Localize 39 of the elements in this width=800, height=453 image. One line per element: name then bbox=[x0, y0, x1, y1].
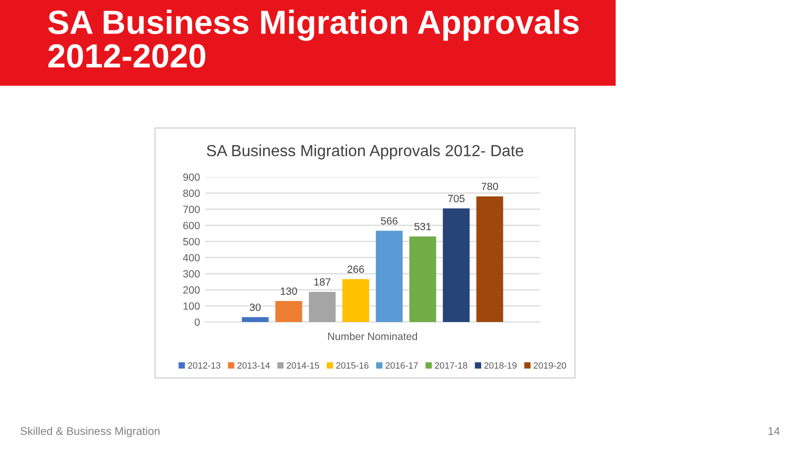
legend-label: 2012-13 bbox=[188, 362, 220, 369]
legend-label: 2015-16 bbox=[336, 362, 368, 369]
chart-title: SA Business Migration Approvals 2012-2020 bbox=[48, 10, 579, 68]
data-label: 566 bbox=[380, 217, 398, 225]
y-tick-label: 0 bbox=[194, 318, 200, 326]
legend-label: 2018-19 bbox=[484, 362, 517, 369]
y-tick-label: 200 bbox=[183, 286, 200, 294]
data-label: 531 bbox=[414, 222, 431, 230]
data-label: 266 bbox=[348, 266, 364, 273]
y-tick-label: 300 bbox=[183, 270, 200, 278]
data-label: 30 bbox=[250, 304, 261, 311]
y-tick-label: 800 bbox=[183, 190, 200, 197]
text: 14 bbox=[768, 427, 780, 435]
data-label: 705 bbox=[448, 194, 465, 202]
bar bbox=[476, 196, 504, 322]
bar bbox=[376, 230, 403, 322]
legend-label: 2019-20 bbox=[534, 362, 566, 369]
data-label: 187 bbox=[314, 278, 330, 286]
y-tick-label: 500 bbox=[183, 238, 200, 246]
bar bbox=[342, 279, 370, 322]
legend-label: 2013-14 bbox=[237, 362, 270, 369]
y-tick-label: 600 bbox=[183, 222, 200, 230]
bar bbox=[442, 208, 470, 322]
legend-label: 2016-17 bbox=[386, 362, 418, 369]
bar bbox=[242, 317, 269, 322]
bar bbox=[308, 292, 336, 322]
y-tick-label: 900 bbox=[183, 174, 200, 181]
y-tick-label: 400 bbox=[183, 254, 200, 262]
legend-label: 2017-18 bbox=[434, 362, 468, 369]
bar bbox=[409, 236, 436, 322]
data-label: 780 bbox=[482, 182, 498, 190]
y-tick-label: 700 bbox=[183, 206, 200, 214]
y-tick-label: 100 bbox=[184, 302, 200, 310]
data-label: 130 bbox=[280, 287, 298, 295]
bar bbox=[275, 301, 302, 322]
x-axis-title: Number Nominated bbox=[328, 332, 417, 340]
chart-subtitle: SA Business Migration Approvals 2012- Date bbox=[206, 144, 524, 160]
text: Skilled & Business Migration bbox=[20, 426, 160, 438]
legend-label: 2014-15 bbox=[286, 362, 320, 369]
